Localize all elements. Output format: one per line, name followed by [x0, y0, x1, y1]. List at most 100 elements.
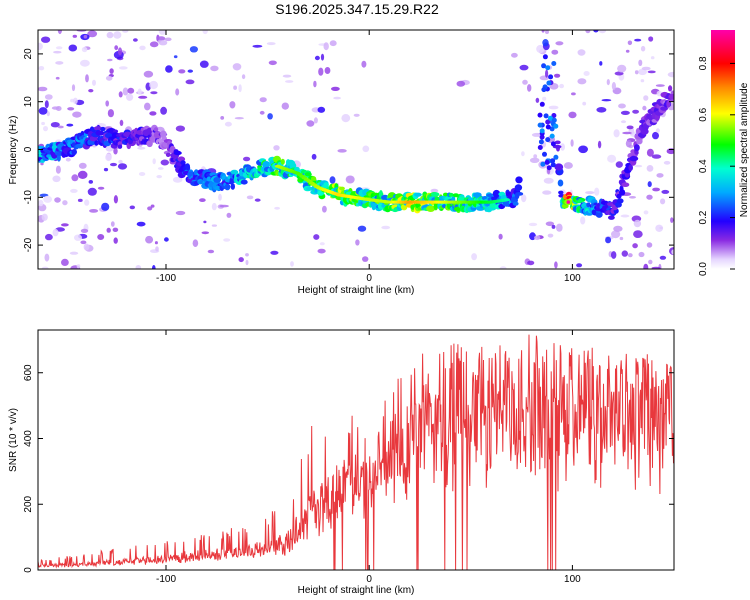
heatmap-noise-cell [113, 195, 118, 204]
heatmap-noise-cell [596, 107, 607, 113]
heatmap-noise-cell [40, 162, 44, 166]
heatmap-noise-cell [43, 195, 52, 203]
heatmap-ridge-cell [668, 85, 673, 92]
heatmap-noise-cell [57, 30, 62, 35]
spectrogram-y-tick-label: 20 [23, 48, 34, 60]
heatmap-noise-cell [655, 128, 660, 133]
heatmap-ridge-cell [294, 166, 300, 172]
heatmap-column-cell [538, 139, 544, 145]
heatmap-noise-cell [118, 66, 128, 70]
heatmap-noise-cell [38, 86, 48, 92]
heatmap-noise-cell [620, 120, 627, 124]
heatmap-noise-cell [563, 162, 573, 169]
heatmap-noise-cell [254, 198, 261, 202]
heatmap-noise-cell [570, 139, 574, 147]
heatmap-noise-cell [119, 119, 124, 126]
heatmap-ridge-cell [95, 130, 105, 136]
heatmap-noise-cell [613, 129, 620, 138]
heatmap-column-cell [542, 54, 548, 60]
heatmap-noise-cell [76, 264, 81, 269]
heatmap-noise-cell [137, 88, 142, 95]
heatmap-noise-cell [72, 111, 82, 118]
heatmap-column-cell [541, 87, 547, 93]
heatmap-column-cell [550, 162, 556, 168]
heatmap-noise-cell [70, 188, 78, 193]
heatmap-ridge-cell [621, 182, 630, 187]
heatmap-noise-cell [314, 55, 320, 61]
heatmap-noise-cell [81, 46, 88, 53]
heatmap-noise-cell [154, 241, 158, 245]
heatmap-ridge-cell [452, 193, 460, 198]
heatmap-noise-cell [152, 265, 156, 269]
spectrogram-y-label: Frequency (Hz) [8, 116, 19, 185]
heatmap-noise-cell [646, 165, 654, 172]
heatmap-noise-cell [660, 198, 666, 205]
heatmap-noise-cell [113, 147, 118, 155]
heatmap-noise-cell [555, 41, 564, 46]
heatmap-noise-cell [282, 74, 292, 78]
heatmap-noise-cell [175, 125, 185, 132]
heatmap-noise-cell [85, 74, 89, 83]
heatmap-noise-cell [87, 30, 98, 38]
heatmap-ridge-cell [230, 169, 239, 175]
heatmap-ridge-cell [634, 144, 640, 152]
colorbar-tick-label: 0.4 [698, 159, 709, 173]
heatmap-noise-cell [55, 61, 64, 65]
heatmap-noise-cell [55, 46, 63, 50]
heatmap-noise-cell [88, 180, 94, 184]
heatmap-column-cell [540, 161, 546, 167]
spectrogram-x-tick-label: 0 [366, 273, 372, 284]
heatmap-noise-cell [133, 38, 138, 42]
heatmap-ridge-cell [554, 163, 564, 171]
heatmap-ridge-cell [616, 198, 624, 204]
heatmap-column-cell [543, 113, 549, 119]
colorbar-gradient [711, 30, 735, 269]
heatmap-noise-cell [625, 49, 630, 53]
heatmap-noise-cell [599, 61, 603, 66]
heatmap-noise-cell [554, 261, 558, 269]
heatmap-column-cell [548, 74, 554, 80]
heatmap-noise-cell [97, 186, 105, 190]
heatmap-noise-cell [101, 202, 110, 211]
heatmap-noise-cell [89, 209, 99, 213]
heatmap-column-cell [553, 154, 559, 160]
heatmap-ridge-cell [225, 183, 230, 189]
heatmap-noise-cell [634, 38, 642, 42]
heatmap-noise-cell [306, 120, 315, 127]
heatmap-noise-cell [192, 239, 199, 247]
heatmap-ridge-cell [634, 150, 639, 155]
heatmap-noise-cell [626, 125, 634, 130]
heatmap-noise-cell [571, 92, 576, 96]
heatmap-noise-cell [643, 263, 649, 269]
heatmap-noise-cell [353, 113, 360, 117]
heatmap-ridge-cell [153, 131, 162, 139]
heatmap-noise-cell [290, 261, 294, 267]
heatmap-noise-cell [585, 191, 595, 195]
heatmap-noise-cell [211, 202, 217, 211]
heatmap-noise-cell [622, 131, 632, 135]
heatmap-noise-cell [551, 224, 556, 229]
heatmap-ridge-cell [514, 184, 523, 192]
heatmap-noise-cell [165, 65, 173, 73]
heatmap-noise-cell [620, 110, 630, 115]
heatmap-noise-cell [594, 187, 600, 196]
heatmap-noise-cell [137, 146, 146, 150]
heatmap-noise-cell [545, 30, 549, 34]
heatmap-noise-cell [83, 34, 88, 39]
heatmap-column-cell [537, 145, 543, 150]
heatmap-noise-cell [317, 248, 326, 254]
heatmap-noise-cell [150, 91, 158, 95]
colorbar-tick-label: 0.8 [698, 56, 709, 70]
heatmap-noise-cell [643, 95, 649, 101]
heatmap-noise-cell [633, 230, 643, 239]
heatmap-noise-cell [185, 79, 195, 85]
heatmap-ridge-cell [554, 140, 561, 145]
heatmap-ridge-cell [160, 130, 167, 138]
heatmap-noise-cell [51, 106, 60, 110]
heatmap-ridge-cell [430, 192, 440, 197]
heatmap-noise-cell [72, 34, 78, 38]
heatmap-noise-cell [156, 175, 162, 179]
heatmap-noise-cell [270, 250, 279, 255]
heatmap-noise-cell [651, 154, 662, 159]
heatmap-noise-cell [113, 237, 118, 244]
